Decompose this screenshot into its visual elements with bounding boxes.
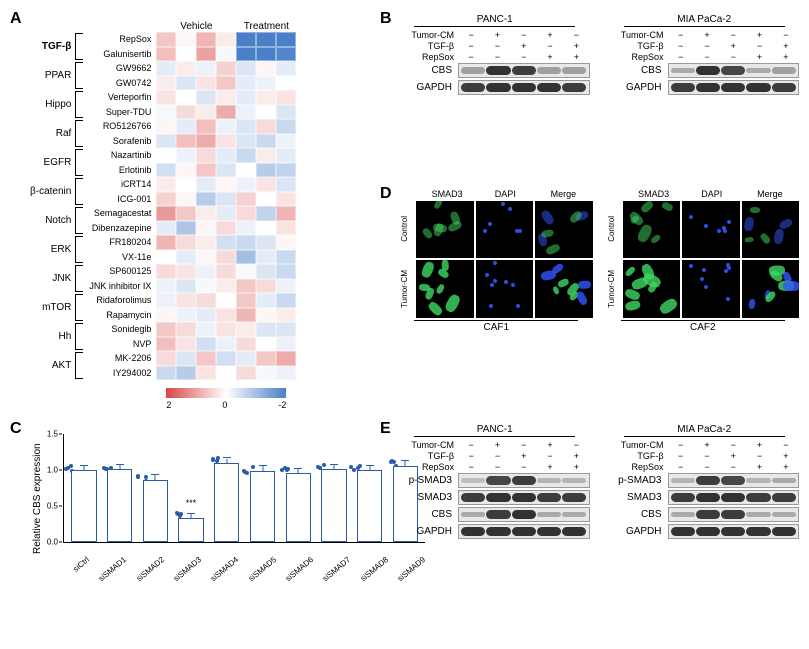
drug-labels: RepSoxGalunisertibGW9662GW0742Verteporfi… [89,14,156,410]
panel-c: C Relative CBS expression 0.00.51.01.5 *… [10,420,370,564]
y-axis-label: Relative CBS expression [30,434,45,564]
fluorescence-images: SMAD3DAPIMergeControlTumor-CMCAF1SMAD3DA… [400,189,799,333]
bar-chart: 0.00.51.01.5 *** [63,434,425,543]
scale-min: -2 [278,400,286,410]
western-blots-e: PANC-1Tumor-CM−+−+−TGF-β−−+−+RepSox−−−++… [400,424,799,541]
color-scale: 2 0 -2 [156,388,296,410]
heatmap-header: VehicleTreatment [156,14,296,32]
pathway-labels: TGF-βPPARHippoRafEGFRβ-cateninNotchERKJN… [30,14,89,410]
panel-d-label: D [380,185,392,203]
panel-e: E PANC-1Tumor-CM−+−+−TGF-β−−+−+RepSox−−−… [380,420,799,564]
x-axis-labels: siCtrlsiSMAD1siSMAD2siSMAD3siSMAD4siSMAD… [63,555,425,564]
panel-c-label: C [10,420,22,438]
scale-mid: 0 [222,400,227,410]
panel-a: A TGF-βPPARHippoRafEGFRβ-cateninNotchERK… [10,10,370,410]
panel-b-label: B [380,10,392,28]
western-blots-b: PANC-1Tumor-CM−+−+−TGF-β−−+−+RepSox−−−++… [400,14,799,97]
panel-e-label: E [380,420,391,438]
panel-b: B PANC-1Tumor-CM−+−+−TGF-β−−+−+RepSox−−−… [380,10,799,175]
panel-a-label: A [10,10,22,28]
panel-d: D SMAD3DAPIMergeControlTumor-CMCAF1SMAD3… [380,185,799,411]
heatmap-grid [156,32,296,380]
scale-max: 2 [166,400,171,410]
